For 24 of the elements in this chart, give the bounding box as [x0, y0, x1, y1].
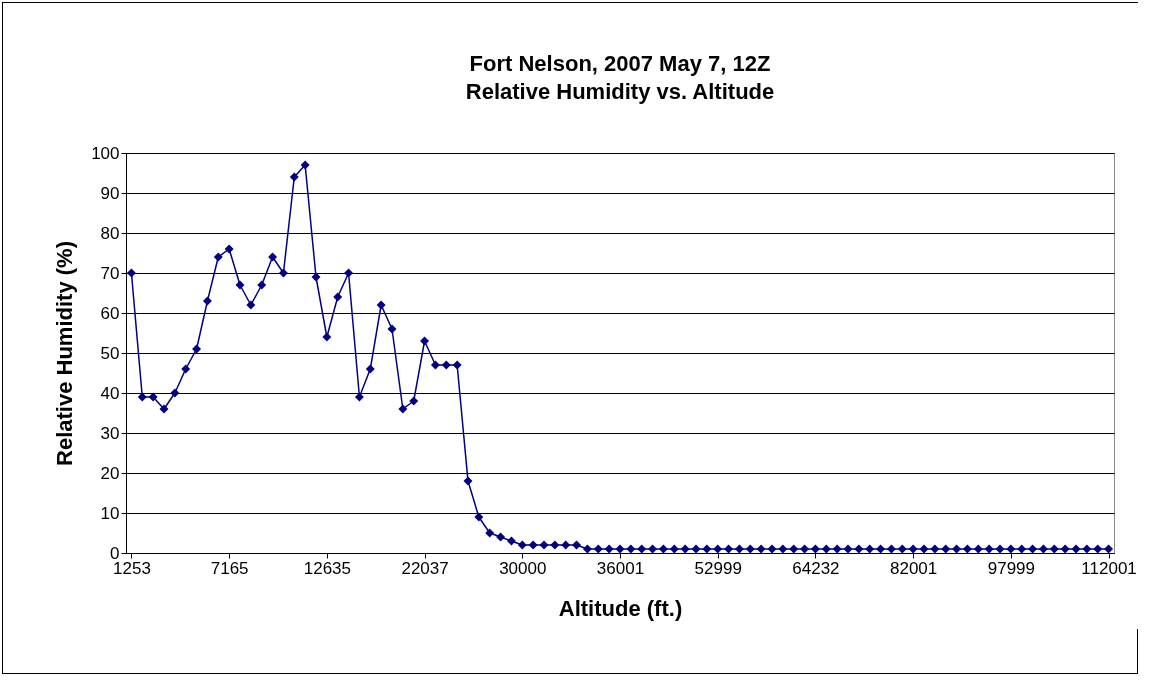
x-tick-label: 52999	[694, 558, 742, 578]
x-tick-label: 64232	[792, 558, 840, 578]
y-tick-label: 100	[91, 143, 120, 163]
y-tick-label: 50	[100, 343, 120, 363]
y-tick-label: 60	[100, 303, 120, 323]
x-tick-label: 7165	[210, 558, 249, 578]
x-tick-label: 112001	[1081, 558, 1137, 578]
chart-subtitle: Relative Humidity vs. Altitude	[465, 79, 775, 104]
y-tick-label: 20	[100, 463, 120, 483]
y-tick-label: 70	[100, 263, 120, 283]
y-tick-label: 10	[100, 503, 120, 523]
x-tick-label: 12635	[303, 558, 351, 578]
y-tick-label: 40	[100, 383, 120, 403]
y-axis-title: Relative Humidity (%)	[52, 241, 78, 466]
y-tick-label: 90	[100, 183, 120, 203]
x-tick-label: 36001	[596, 558, 645, 578]
x-tick-label: 30000	[499, 558, 547, 578]
y-tick-label: 80	[100, 223, 120, 243]
chart-title: Fort Nelson, 2007 May 7, 12Z	[469, 51, 771, 76]
x-tick-label: 97999	[987, 558, 1035, 578]
x-tick-label: 82001	[890, 558, 938, 578]
x-tick-label: 22037	[401, 558, 449, 578]
x-axis-title: Altitude (ft.)	[558, 595, 683, 621]
y-tick-label: 30	[100, 423, 120, 443]
